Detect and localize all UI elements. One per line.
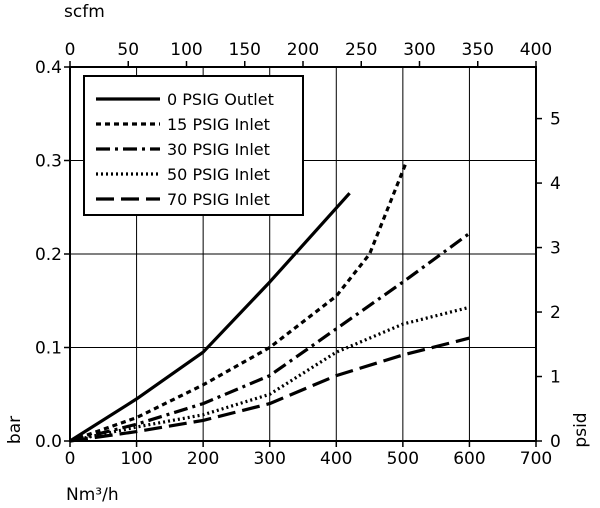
x-tick-label: 300 (253, 449, 285, 469)
y-tick-label: 0.1 (35, 339, 62, 359)
x-tick-label: 0 (65, 449, 76, 469)
legend: 0 PSIG Outlet 15 PSIG Inlet 30 PSIG Inlet 5… (83, 75, 304, 216)
legend-label: 50 PSIG Inlet (167, 165, 270, 184)
y2-tick-label: 1 (550, 368, 561, 388)
x-tick-label: 100 (120, 449, 152, 469)
y2-tick-label: 2 (550, 303, 561, 323)
x-axis-title: Nm³/h (66, 485, 119, 505)
series-line (69, 336, 470, 443)
x2-tick-label: 0 (65, 40, 76, 60)
series-line (69, 305, 470, 443)
x2-tick-label: 200 (287, 40, 319, 60)
legend-label: 30 PSIG Inlet (167, 140, 270, 159)
x2-tick-label: 300 (403, 40, 435, 60)
y-tick-label: 0.2 (35, 245, 62, 265)
x2-axis-title: scfm (64, 2, 105, 22)
x2-tick-label: 150 (229, 40, 261, 60)
x2-tick-label: 50 (117, 40, 139, 60)
x2-tick-label: 350 (462, 40, 494, 60)
x-tick-label: 400 (320, 449, 352, 469)
x-tick-label: 500 (387, 449, 419, 469)
x-tick-label: 200 (187, 449, 219, 469)
y2-tick-label: 3 (550, 239, 561, 259)
series-line (69, 232, 471, 443)
y2-tick-label: 0 (550, 432, 561, 452)
y-tick-label: 0.3 (35, 152, 62, 172)
y2-axis-title: psid (571, 412, 591, 447)
y-axis-title: bar (5, 416, 25, 444)
series-line (69, 192, 351, 443)
x2-tick-label: 250 (345, 40, 377, 60)
legend-label: 0 PSIG Outlet (167, 90, 274, 109)
y-tick-label: 0.0 (35, 432, 62, 452)
x2-tick-label: 400 (520, 40, 552, 60)
series-group (69, 161, 471, 443)
legend-label: 70 PSIG Inlet (167, 190, 270, 209)
y-tick-label: 0.4 (35, 58, 62, 78)
x2-tick-label: 100 (170, 40, 202, 60)
y2-tick-label: 5 (550, 110, 561, 130)
legend-label: 15 PSIG Inlet (167, 115, 270, 134)
x-tick-label: 600 (453, 449, 485, 469)
x-tick-label: 700 (520, 449, 552, 469)
y2-tick-label: 4 (550, 174, 561, 194)
